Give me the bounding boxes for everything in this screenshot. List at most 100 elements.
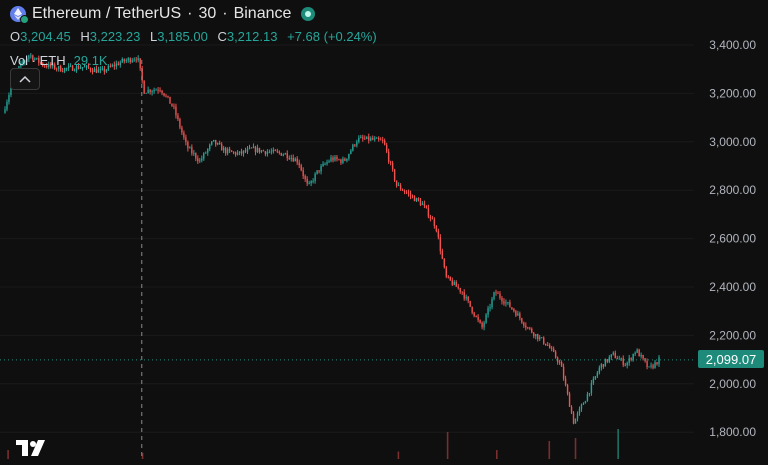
candle-body	[634, 352, 636, 354]
candle-body	[55, 68, 58, 70]
candle-body	[201, 158, 203, 161]
candle-body	[207, 148, 209, 153]
candle-body	[541, 337, 543, 339]
price-axis[interactable]: 3,400.00 3,200.00 3,000.00 2,800.00 2,600.00…	[709, 38, 756, 439]
candle-body	[175, 106, 177, 116]
symbol-name[interactable]: Ethereum / TetherUS	[32, 5, 182, 22]
candle-body	[153, 89, 155, 92]
candle-body	[344, 158, 346, 161]
candle-body	[411, 195, 414, 197]
candle-body	[461, 291, 463, 293]
candle-body	[376, 137, 378, 139]
candle-body	[642, 354, 644, 359]
market-open-icon[interactable]	[301, 7, 316, 21]
candle-body	[46, 65, 48, 67]
candle-body	[298, 162, 300, 166]
candle-body	[69, 65, 72, 67]
price-tick-label: 3,400.00	[709, 38, 756, 52]
candle-body	[407, 192, 410, 194]
candle-body	[232, 151, 235, 153]
volume-bar	[7, 450, 9, 459]
ohlc-values: O3,204.45 H3,223.23 L3,185.00 C3,212.13 …	[10, 29, 383, 44]
candle-body	[364, 138, 366, 140]
volume-bar	[397, 451, 400, 459]
candle-body	[320, 166, 322, 172]
candle-body	[495, 292, 497, 294]
candle-body	[302, 170, 304, 177]
candle-body	[576, 413, 579, 419]
candle-body	[18, 66, 20, 70]
price-tick-label: 2,200.00	[709, 328, 756, 342]
collapse-legend-button[interactable]	[10, 68, 40, 90]
candle-body	[276, 150, 279, 152]
candle-body	[513, 308, 515, 312]
exchange-label[interactable]: Binance	[233, 5, 292, 22]
candle-body	[546, 345, 549, 347]
candle-body	[318, 170, 320, 172]
candle-body	[598, 367, 601, 373]
candle-body	[228, 149, 231, 151]
candle-body	[604, 359, 607, 367]
candle-body	[535, 334, 537, 337]
candle-body	[362, 137, 364, 139]
candle-body	[550, 348, 553, 350]
candle-body	[244, 150, 247, 152]
volume-label: Vol · ETH	[10, 53, 66, 68]
candle-body	[290, 157, 292, 159]
candle-body	[193, 153, 195, 154]
candle-body	[654, 362, 656, 368]
candle-body	[594, 376, 597, 379]
candle-body	[521, 318, 523, 323]
candle-body	[493, 292, 495, 299]
candle-body	[405, 191, 408, 193]
candle-body	[189, 147, 191, 149]
candle-body	[451, 280, 453, 285]
candle-body	[165, 95, 167, 97]
candle-body	[97, 69, 100, 73]
candle-body	[57, 66, 60, 69]
candle-body	[316, 170, 318, 174]
candle-body	[539, 337, 541, 340]
candle-body	[439, 237, 442, 252]
candle-body	[30, 55, 32, 57]
candle-body	[552, 348, 555, 352]
candle-body	[417, 198, 420, 201]
candle-body	[256, 147, 259, 153]
candle-body	[322, 163, 324, 167]
candle-body	[254, 146, 257, 153]
candle-body	[356, 141, 358, 146]
candle-body	[73, 70, 76, 72]
candle-body	[20, 63, 22, 67]
candle-body	[230, 150, 233, 152]
tradingview-logo[interactable]	[14, 436, 48, 460]
candle-body	[381, 140, 384, 141]
volume-bar	[141, 453, 144, 459]
candle-body	[155, 89, 157, 91]
symbol-title-row[interactable]: Ethereum / TetherUS · 30 · Binance	[10, 4, 383, 24]
candle-body	[217, 143, 219, 145]
candle-body	[596, 372, 599, 377]
candle-body	[6, 101, 8, 110]
candle-body	[93, 68, 96, 73]
volume-legend[interactable]: Vol · ETH 29.1K	[10, 53, 383, 68]
candle-body	[22, 62, 24, 64]
candle-body	[113, 64, 116, 67]
candle-body	[167, 95, 169, 97]
candle-body	[467, 296, 469, 301]
candle-body	[135, 59, 137, 61]
candle-body	[481, 322, 483, 328]
candle-body	[67, 66, 70, 69]
candle-body	[213, 139, 215, 142]
candle-body	[187, 142, 189, 149]
candle-body	[238, 151, 241, 153]
interval-label[interactable]: 30	[198, 5, 217, 22]
candle-body	[485, 314, 487, 323]
volume-bar	[548, 441, 551, 459]
candle-body	[32, 55, 34, 60]
candle-body	[378, 137, 380, 140]
candle-body	[258, 147, 261, 153]
candle-body	[4, 109, 6, 113]
candle-body	[85, 65, 88, 67]
volume-bar	[617, 429, 619, 459]
